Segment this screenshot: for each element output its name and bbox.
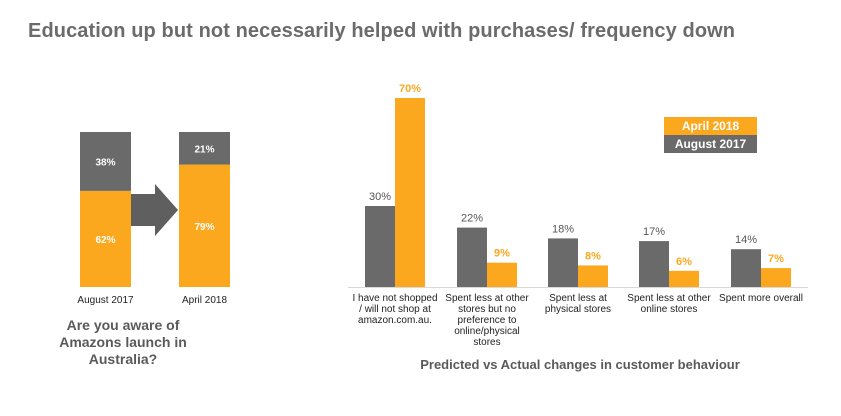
category-label: April 2018 (182, 295, 227, 306)
bar-april-2018 (395, 98, 425, 287)
data-label: 14% (735, 234, 757, 246)
data-label: 70% (399, 83, 421, 95)
category-label: amazon.com.au. (358, 315, 432, 326)
category-label: online/physical (454, 326, 520, 337)
page-title: Education up but not necessarily helped … (28, 20, 736, 42)
awareness-chart: 62% 38% August 2017 79% 21% April 2018 (77, 132, 230, 306)
stacked-bar-segment (179, 164, 230, 287)
bar-august-2017 (639, 241, 669, 287)
stacked-bar-segment (179, 132, 230, 165)
data-label: 18% (552, 223, 574, 235)
awareness-chart-title: Are you aware of Amazons launch in Austr… (59, 317, 187, 367)
stacked-bar-segment (80, 132, 131, 191)
category-label: online stores (641, 304, 698, 315)
data-label: 7% (768, 253, 784, 265)
bar-april-2018 (669, 270, 699, 287)
bar-april-2018 (487, 262, 517, 287)
arrow-icon (131, 184, 178, 236)
category-label: August 2017 (77, 295, 134, 306)
category-label: Spent more overall (719, 293, 803, 304)
bar-april-2018 (761, 268, 791, 287)
bar-august-2017 (548, 238, 578, 287)
bar-august-2017 (731, 249, 761, 287)
data-label: 9% (494, 248, 510, 260)
category-label: stores (473, 337, 500, 348)
data-label: 30% (369, 191, 391, 203)
bar-april-2018 (578, 265, 608, 287)
legend-august-2017: August 2017 (664, 135, 757, 153)
behaviour-chart-title: Predicted vs Actual changes in customer … (420, 357, 740, 372)
stacked-bar-segment (80, 190, 131, 287)
data-label: 62% (95, 235, 115, 246)
data-label: 8% (585, 250, 601, 262)
data-label: 38% (95, 157, 115, 168)
behaviour-chart: 30% 70% I have not shopped/ will not shop … (348, 83, 808, 348)
data-label: 79% (194, 222, 214, 233)
legend-april-2018: April 2018 (664, 117, 757, 135)
category-label: physical stores (545, 304, 611, 315)
category-label: Spent less at other (627, 293, 711, 304)
category-label: stores but no (458, 304, 516, 315)
data-label: 6% (676, 256, 692, 268)
bar-august-2017 (365, 206, 395, 287)
data-label: 22% (461, 213, 483, 225)
bar-august-2017 (457, 227, 487, 287)
category-label: Spent less at (549, 293, 607, 304)
data-label: 17% (643, 226, 665, 238)
category-label: I have not shopped (352, 293, 437, 304)
category-label: / will not shop at (359, 304, 431, 315)
category-label: preference to (458, 315, 517, 326)
data-label: 21% (194, 144, 214, 155)
category-label: Spent less at other (445, 293, 529, 304)
